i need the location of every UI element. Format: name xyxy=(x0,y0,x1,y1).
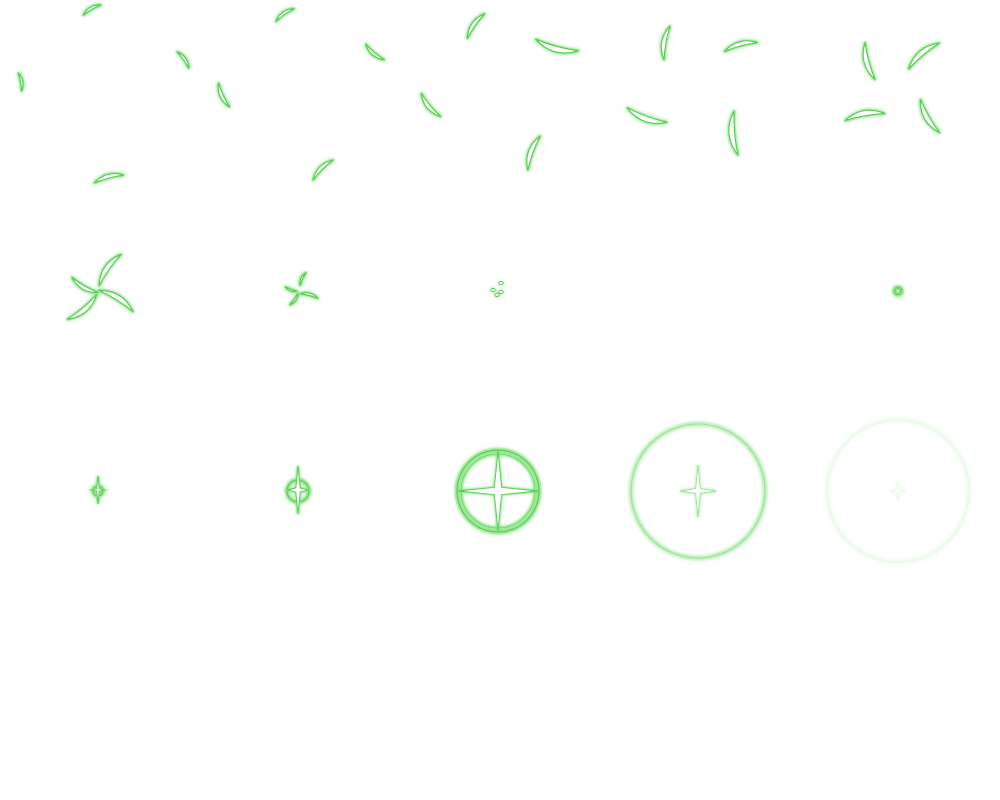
leaf-3 xyxy=(525,134,542,172)
leaf-3 xyxy=(288,291,300,307)
frame-8 xyxy=(490,280,504,298)
leaf-1 xyxy=(659,24,672,62)
ring-inner xyxy=(826,419,970,563)
leaf-4 xyxy=(311,158,335,182)
frame-10 xyxy=(891,284,905,298)
spark-star-core xyxy=(679,464,717,518)
frame-1 xyxy=(16,3,232,185)
frame-4 xyxy=(625,24,760,157)
spark-star-core xyxy=(286,465,310,515)
leaf-dot-1 xyxy=(498,280,504,286)
leaf-dot-3 xyxy=(494,292,500,298)
frame-14 xyxy=(628,421,768,561)
leaf-1 xyxy=(97,252,123,288)
leaf-2 xyxy=(534,37,580,55)
leaf-4 xyxy=(727,109,740,157)
leaf-5 xyxy=(92,171,126,185)
leaf-4 xyxy=(216,81,232,109)
leaf-3 xyxy=(843,108,887,123)
spark-star-core xyxy=(90,475,106,505)
leaf-2 xyxy=(722,39,760,53)
leaf-2 xyxy=(16,71,25,93)
frame-5 xyxy=(843,41,942,135)
frame-15 xyxy=(824,417,972,565)
leaf-dot-2 xyxy=(490,287,496,293)
leaf-2 xyxy=(70,275,100,295)
leaf-4 xyxy=(298,291,320,300)
ring-inner xyxy=(630,423,766,559)
leaf-2 xyxy=(907,41,941,71)
leaf-4 xyxy=(97,288,135,314)
leaf-2 xyxy=(283,285,299,293)
frame-11 xyxy=(87,475,109,505)
leaf-1 xyxy=(274,7,296,23)
frame-12 xyxy=(283,465,313,515)
leaf-1 xyxy=(298,271,308,287)
ring-inner xyxy=(456,449,540,533)
leaf-1 xyxy=(861,41,877,81)
spark-star-core xyxy=(457,450,539,532)
frame-6 xyxy=(65,252,135,321)
frame-13 xyxy=(454,447,542,535)
leaf-1 xyxy=(465,12,487,40)
frame-7 xyxy=(283,271,320,307)
leaf-1 xyxy=(81,3,103,17)
spark-star-core xyxy=(894,287,902,295)
spark-star-core xyxy=(889,480,907,502)
leaf-2 xyxy=(364,42,386,62)
leaf-3 xyxy=(175,50,191,70)
leaf-3 xyxy=(625,106,669,125)
frame-3 xyxy=(465,12,580,172)
frame-2 xyxy=(274,7,443,182)
leaf-dot-4 xyxy=(498,289,504,295)
leaf-3 xyxy=(419,91,443,119)
leaf-3 xyxy=(65,293,99,321)
leaf-4 xyxy=(918,97,942,135)
